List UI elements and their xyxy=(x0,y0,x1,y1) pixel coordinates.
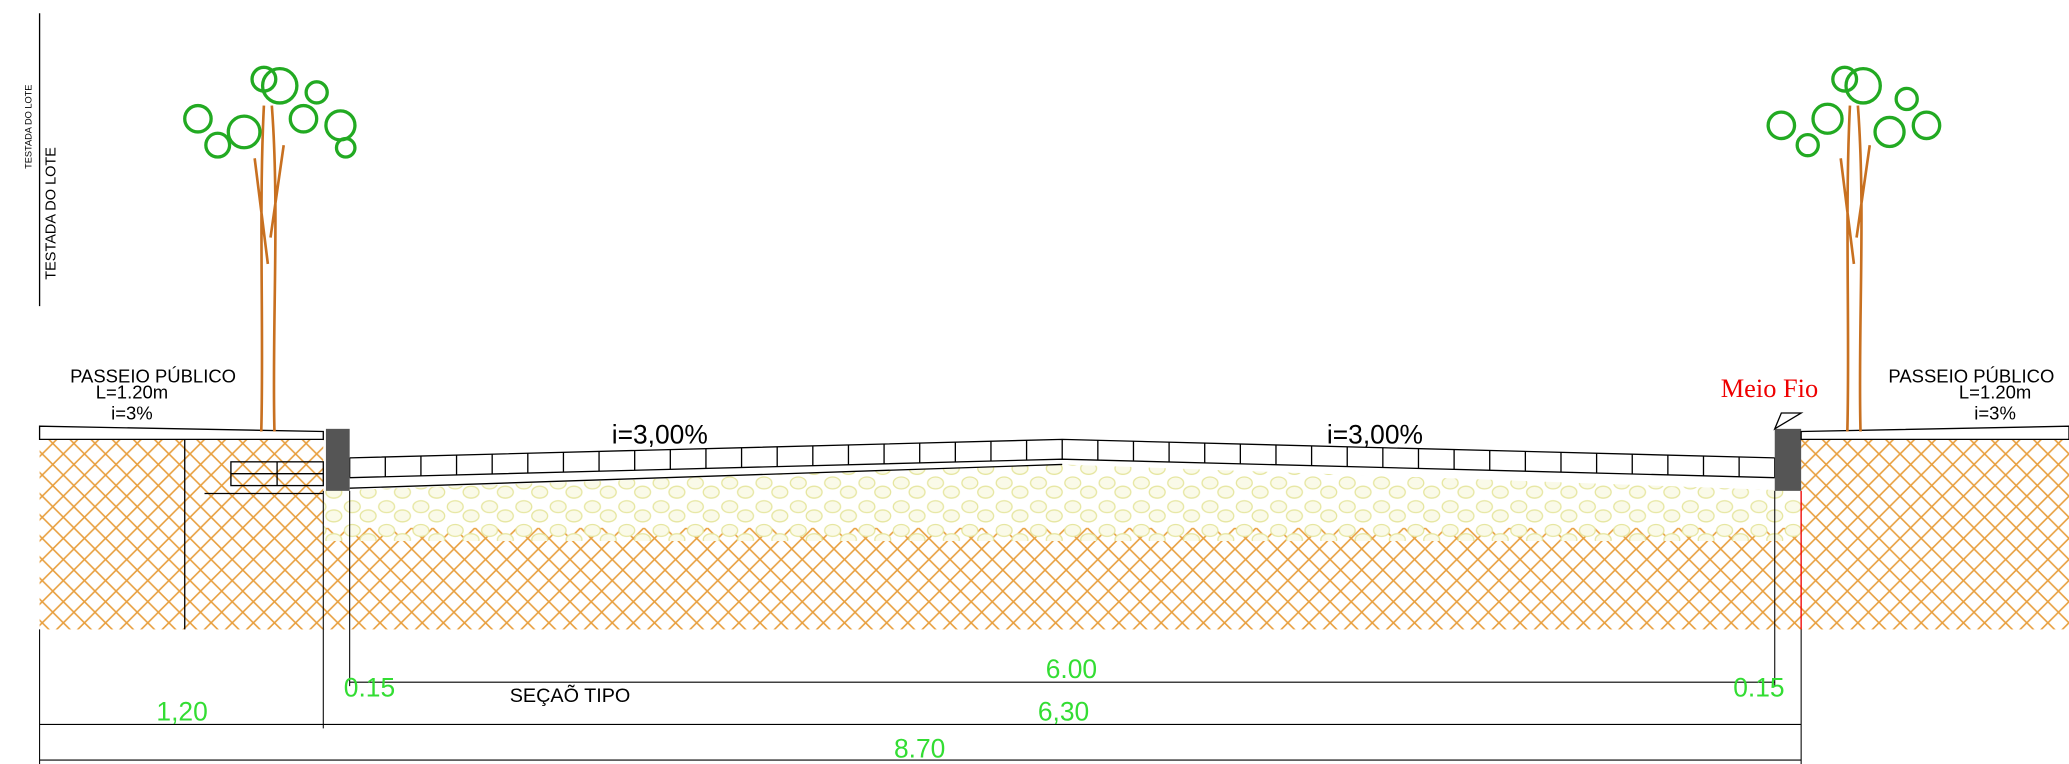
sidewalk-slope: i=3% xyxy=(1974,403,2016,424)
soil-left xyxy=(40,439,324,629)
dim-road: 6.00 xyxy=(1046,654,1097,684)
dim-road-total: 6,30 xyxy=(1038,696,1089,726)
sidewalk-left xyxy=(40,426,324,439)
sidewalk-slope: i=3% xyxy=(111,403,153,424)
sidewalk-right xyxy=(1801,426,2069,439)
dim-curb-left: 0.15 xyxy=(344,673,395,703)
road-slope: i=3,00% xyxy=(612,419,708,449)
soil-right xyxy=(1801,439,2069,629)
road-slope: i=3,00% xyxy=(1327,419,1423,449)
dim-total: 8.70 xyxy=(894,733,945,763)
curb-right xyxy=(1775,429,1801,491)
dim-curb-right: 0.15 xyxy=(1733,673,1784,703)
curb-label: Meio Fio xyxy=(1721,373,1818,403)
sidewalk-width: L=1.20m xyxy=(96,381,168,402)
curb-leader xyxy=(1775,413,1801,429)
soil-road xyxy=(323,528,1801,630)
dim-sidewalk: 1,20 xyxy=(156,696,207,726)
section-title: SEÇAÕ TIPO xyxy=(510,683,631,707)
gravel-base xyxy=(323,464,1801,541)
sidewalk-width: L=1.20m xyxy=(1959,381,2031,402)
lot-front: TESTADA DO LOTE xyxy=(43,147,59,280)
lot-front-small: TESTADA DO LOTE xyxy=(24,85,34,169)
curb-left xyxy=(326,429,350,491)
section-drawing: TESTADA DO LOTE TESTADA DO LOTE PASSEIO … xyxy=(0,0,2069,764)
